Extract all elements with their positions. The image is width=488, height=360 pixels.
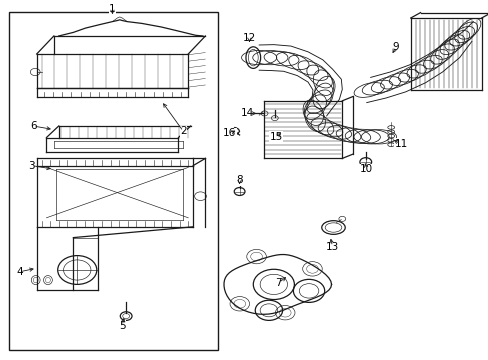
Text: 15: 15 [269, 132, 283, 142]
Text: 7: 7 [275, 278, 282, 288]
Text: 10: 10 [360, 164, 372, 174]
Text: 13: 13 [325, 242, 339, 252]
Text: 14: 14 [240, 108, 253, 118]
Text: 16: 16 [223, 128, 236, 138]
Text: 1: 1 [109, 4, 116, 14]
Text: 8: 8 [236, 175, 243, 185]
Text: 3: 3 [28, 161, 35, 171]
Text: 11: 11 [393, 139, 407, 149]
Text: 12: 12 [242, 33, 256, 43]
Text: 9: 9 [392, 42, 399, 52]
Bar [9, 12, 217, 350]
Text: 6: 6 [30, 121, 37, 131]
Text: 4: 4 [16, 267, 23, 277]
Text: 5: 5 [119, 321, 125, 331]
Text: 2: 2 [180, 126, 186, 136]
